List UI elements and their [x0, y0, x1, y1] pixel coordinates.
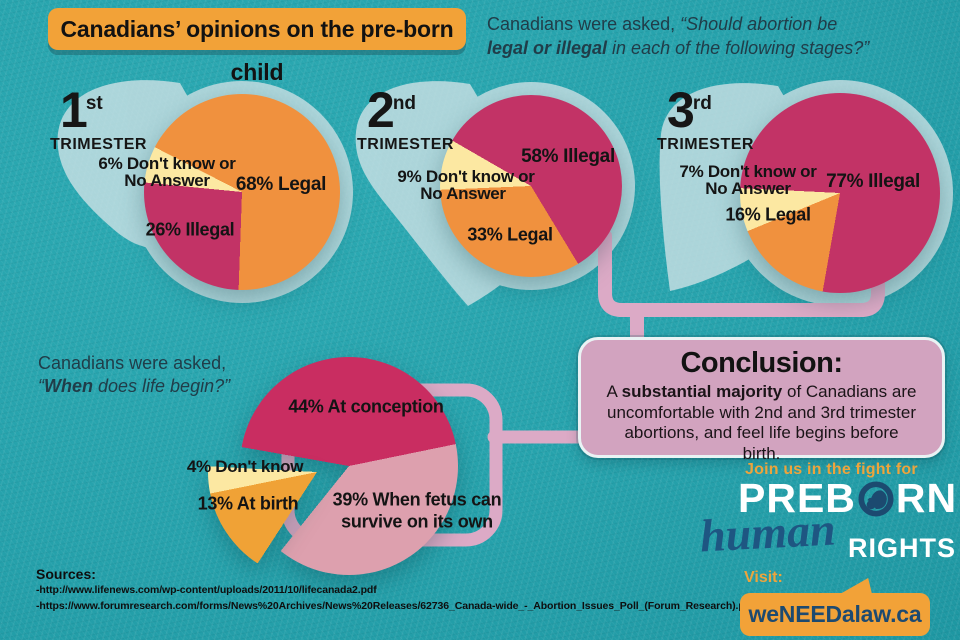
pie2-dontknow-label-line1: 9% Don't know or [397, 167, 535, 186]
conclusion-post: of Canadians are uncomfortable with 2nd … [607, 382, 917, 464]
conclusion-body: A substantial majority of Canadians are … [581, 382, 942, 465]
question-stages-close: in each of the following stages?” [607, 37, 870, 58]
website-url: weNEEDalaw.ca [748, 601, 922, 627]
life-dontknow-label: 4% Don't know [186, 457, 304, 476]
preborn-logo-post: RN [895, 475, 958, 521]
trimester-2-suffix: nd [392, 93, 417, 114]
pie1-dontknow-label-line2: No Answer [124, 171, 210, 190]
trimester-1-word: TRIMESTER [50, 136, 147, 153]
trimester-1-ordinal: 1 [60, 82, 88, 138]
conclusion-box: Conclusion: A substantial majority of Ca… [578, 337, 945, 463]
trimester-3-word: TRIMESTER [657, 136, 754, 153]
website-url-box: weNEEDalaw.ca [740, 578, 930, 636]
pie1-dontknow-label-line1: 6% Don't know or [98, 154, 236, 173]
pie2-legal-label: 33% Legal [467, 224, 553, 245]
trimester-2-word: TRIMESTER [357, 136, 454, 153]
trimester-2-header: 2nd TRIMESTER [357, 85, 454, 154]
preborn-logo: PREB RN [738, 478, 957, 519]
page-title: Canadians’ opinions on the pre-born chil… [48, 8, 466, 85]
conclusion-heading: Conclusion: [680, 347, 843, 379]
pie3-dontknow-label-line2: No Answer [705, 179, 791, 198]
source-link-1: -http://www.lifenews.com/wp-content/uplo… [36, 584, 377, 596]
conclusion-pre: A [606, 382, 622, 401]
preborn-logo-pre: PREB [738, 475, 856, 521]
question-life-quote: “ [38, 376, 44, 397]
question-stages: Canadians were asked, “Should abortion b… [487, 13, 947, 61]
bracket-connector [598, 229, 885, 317]
join-tagline: Join us in the fight for [745, 461, 918, 478]
pie3-illegal-label: 77% Illegal [826, 171, 920, 192]
rights-text: RIGHTS [848, 533, 957, 563]
pie2-illegal-label: 58% Illegal [521, 146, 615, 167]
question-life: Canadians were asked, “When does life be… [38, 352, 288, 399]
question-life-rest: does life begin?” [93, 376, 231, 397]
pie3-legal-label: 16% Legal [725, 204, 811, 225]
pie-trimester-3 [740, 93, 940, 293]
pie1-legal-label: 68% Legal [235, 174, 327, 195]
pie1-illegal-label: 26% Illegal [145, 219, 235, 240]
life-fetus-label-line2: survive on its own [341, 511, 493, 532]
conclusion-bold: substantial majority [621, 382, 783, 401]
human-script-text: human [698, 503, 837, 562]
visit-label: Visit: [744, 569, 783, 586]
sources-block: Sources: -http://www.lifenews.com/wp-con… [36, 566, 754, 615]
trimester-3-ordinal: 3 [667, 82, 695, 138]
question-life-line1: Canadians were asked, [38, 353, 227, 373]
pie-life-begin-exploded-wedge [208, 363, 426, 581]
trimester-1-suffix: st [85, 93, 103, 114]
question-life-bold: When [44, 376, 93, 397]
trimester-3-suffix: rd [692, 93, 712, 114]
question-stages-italic: “Should abortion be [680, 14, 838, 34]
life-fetus-label-line1: 39% When fetus can [332, 489, 502, 510]
pie2-dontknow-label-line2: No Answer [420, 184, 506, 203]
life-birth-label: 13% At birth [197, 493, 299, 514]
source-link-2: -https://www.forumresearch.com/forms/New… [36, 600, 755, 613]
pie-trimester-2 [440, 95, 622, 277]
trimester-1-header: 1st TRIMESTER [50, 85, 147, 154]
trimester-2-ordinal: 2 [367, 82, 395, 138]
sources-heading: Sources: [36, 566, 96, 582]
pie-trimester-1 [144, 94, 340, 290]
globe-fetus-icon [858, 480, 894, 517]
question-stages-prefix: Canadians were asked, [487, 14, 681, 34]
life-conception-label: 44% At conception [288, 396, 444, 417]
trimester-3-header: 3rd TRIMESTER [657, 85, 754, 154]
question-stages-bold: legal or illegal [487, 37, 608, 58]
pie3-dontknow-label-line1: 7% Don't know or [679, 162, 817, 181]
